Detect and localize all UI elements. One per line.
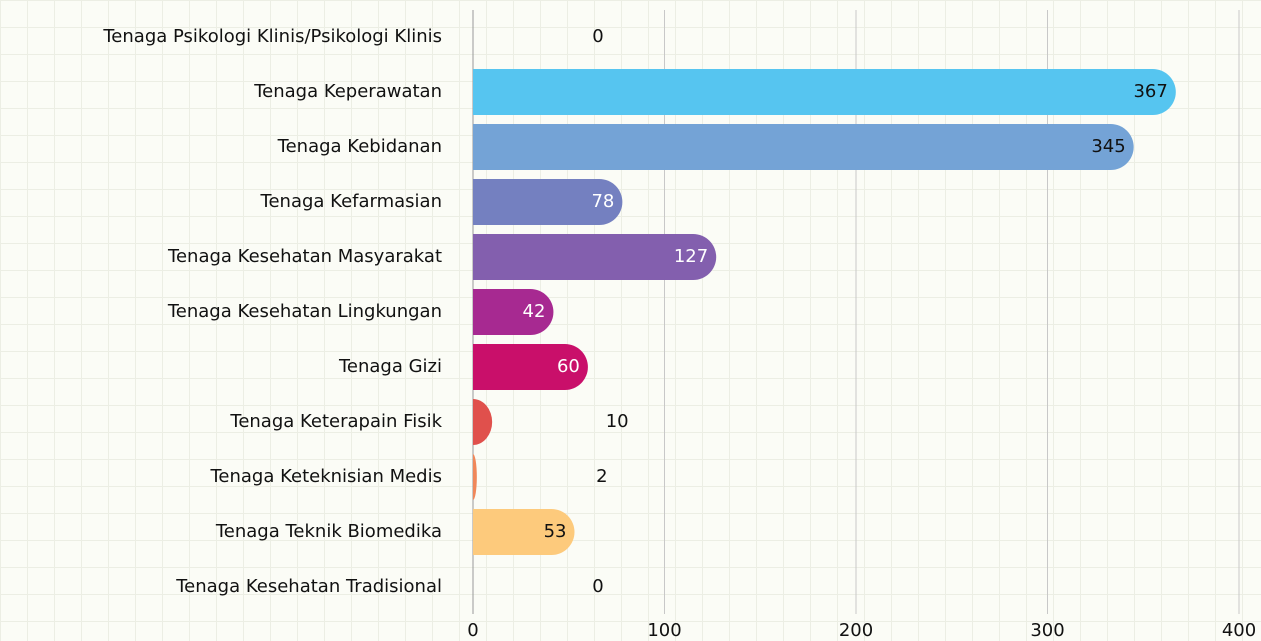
y-tick-label: Tenaga Kefarmasian — [260, 191, 442, 212]
y-tick-label: Tenaga Kebidanan — [277, 136, 442, 157]
bar — [473, 234, 717, 280]
x-tick-label: 100 — [647, 620, 681, 641]
x-tick-label: 300 — [1030, 620, 1064, 641]
y-tick-label: Tenaga Kesehatan Tradisional — [175, 576, 442, 597]
bar — [473, 399, 493, 445]
value-label: 345 — [1091, 136, 1125, 157]
x-tick-label: 400 — [1222, 620, 1256, 641]
bar — [473, 454, 477, 500]
value-label: 60 — [557, 356, 580, 377]
y-tick-label: Tenaga Keperawatan — [253, 81, 442, 102]
bar — [473, 69, 1176, 115]
value-label: 127 — [674, 246, 708, 267]
bar — [473, 509, 575, 555]
value-label: 78 — [591, 191, 614, 212]
value-label: 10 — [606, 411, 629, 432]
y-tick-label: Tenaga Keterapain Fisik — [229, 411, 442, 432]
bar — [473, 344, 588, 390]
bar — [473, 124, 1134, 170]
value-label: 2 — [596, 466, 607, 487]
x-tick-label: 0 — [467, 620, 478, 641]
value-label: 367 — [1133, 81, 1167, 102]
y-tick-label: Tenaga Gizi — [338, 356, 442, 377]
value-label: 42 — [523, 301, 546, 322]
bar — [473, 289, 554, 335]
x-tick-label: 200 — [839, 620, 873, 641]
value-label: 0 — [592, 26, 603, 47]
y-tick-label: Tenaga Kesehatan Lingkungan — [167, 301, 442, 322]
value-label: 53 — [544, 521, 567, 542]
bar — [473, 179, 623, 225]
y-tick-label: Tenaga Psikologi Klinis/Psikologi Klinis — [102, 26, 442, 47]
y-tick-label: Tenaga Teknik Biomedika — [215, 521, 442, 542]
y-tick-label: Tenaga Kesehatan Masyarakat — [167, 246, 442, 267]
y-tick-label: Tenaga Keteknisian Medis — [209, 466, 442, 487]
value-label: 0 — [592, 576, 603, 597]
